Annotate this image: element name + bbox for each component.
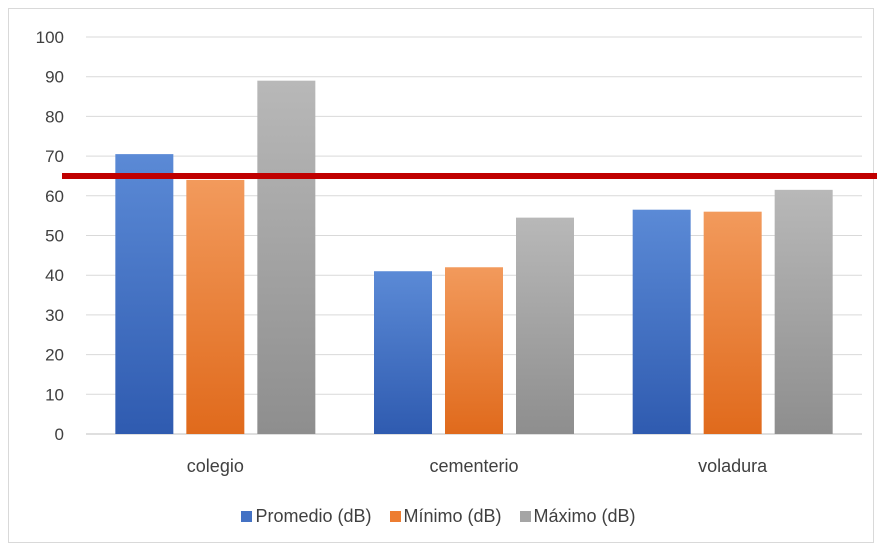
- y-tick-label: 10: [45, 385, 64, 404]
- bar-cementerio-0: [374, 271, 432, 434]
- y-tick-label: 40: [45, 266, 64, 285]
- y-tick-label: 70: [45, 147, 64, 166]
- y-tick-label: 30: [45, 306, 64, 325]
- x-category-label: colegio: [187, 456, 244, 476]
- bar-colegio-2: [257, 80, 316, 435]
- y-tick-label: 90: [45, 68, 64, 87]
- bar-voladura-0: [632, 209, 691, 434]
- bar-voladura-2: [774, 189, 833, 434]
- bar-cementerio-2: [516, 217, 574, 434]
- bar-cementerio-1: [445, 267, 503, 434]
- y-tick-label: 100: [36, 28, 64, 47]
- y-axis-ticks: 0 10 20 30 40 50 60 70 80 90 100: [36, 28, 64, 444]
- y-tick-label: 20: [45, 346, 64, 365]
- legend-item: Promedio (dB): [241, 506, 372, 527]
- legend-swatch: [389, 511, 401, 522]
- legend-label: Máximo (dB): [533, 506, 636, 526]
- y-tick-label: 50: [45, 227, 64, 246]
- y-tick-label: 0: [55, 425, 64, 444]
- bar-colegio-0: [115, 154, 174, 435]
- bar-colegio-1: [186, 179, 245, 434]
- legend-label: Promedio (dB): [255, 506, 372, 526]
- legend-label: Mínimo (dB): [403, 506, 502, 526]
- x-axis-labels: colegio cementerio voladura: [187, 456, 768, 476]
- bar-voladura-1: [703, 211, 762, 434]
- legend: Promedio (dB) Mínimo (dB) Máximo (dB): [0, 506, 877, 527]
- legend-item: Máximo (dB): [519, 506, 636, 527]
- bar-chart: 0 10 20 30 40 50 60 70 80 90 100 colegio cementerio…: [36, 28, 877, 476]
- x-category-label: voladura: [698, 456, 768, 476]
- y-tick-label: 80: [45, 107, 64, 126]
- x-category-label: cementerio: [429, 456, 518, 476]
- legend-item: Mínimo (dB): [389, 506, 502, 527]
- bars: [115, 80, 833, 435]
- legend-swatch: [519, 511, 531, 522]
- legend-swatch: [241, 511, 253, 522]
- y-tick-label: 60: [45, 187, 64, 206]
